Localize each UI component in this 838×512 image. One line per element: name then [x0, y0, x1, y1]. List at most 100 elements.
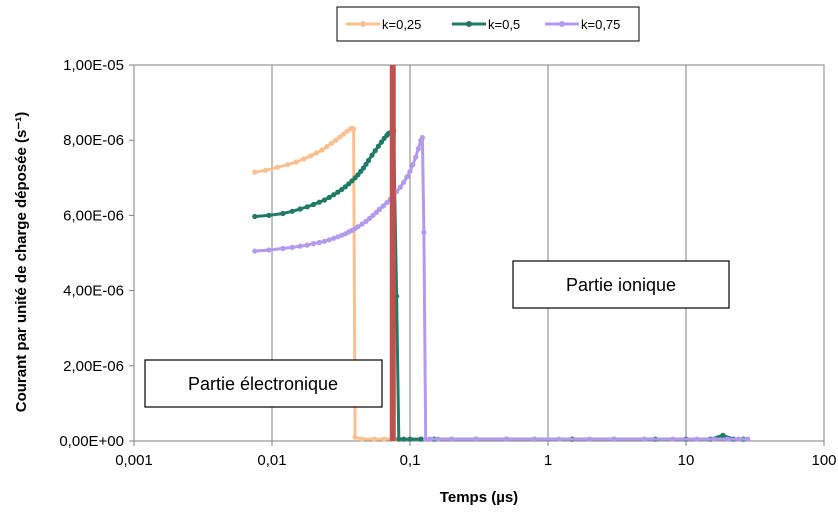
data-point: [326, 237, 332, 243]
data-point: [641, 436, 648, 442]
x-tick-label: 1: [544, 452, 552, 469]
legend-marker-3: [559, 21, 565, 27]
x-tick-label: 0,001: [115, 452, 153, 469]
data-point: [321, 238, 328, 244]
plot-area-frame: [133, 64, 825, 442]
data-point: [252, 169, 258, 175]
data-point: [360, 165, 367, 171]
data-point: [378, 139, 384, 145]
x-tick-label: 10: [678, 452, 695, 469]
data-point: [415, 145, 421, 152]
data-point: [473, 436, 479, 442]
data-point: [407, 168, 413, 174]
data-point: [735, 436, 742, 442]
x-tick-label: 0,1: [400, 452, 421, 469]
data-point: [611, 436, 617, 442]
annotation-electronic: Partie électronique: [144, 359, 383, 408]
data-point: [301, 156, 307, 162]
annotation-electronic-label: Partie électronique: [188, 374, 338, 394]
x-tick-label: 100: [811, 452, 836, 469]
data-point: [371, 436, 377, 442]
data-point: [342, 184, 348, 190]
data-point: [384, 200, 390, 206]
data-point: [419, 135, 425, 141]
data-point: [670, 436, 676, 442]
data-point: [427, 436, 433, 442]
legend-label-2: k=0,5: [488, 17, 520, 32]
data-point: [556, 436, 562, 442]
y-tick-label: 8,00E-06: [63, 132, 124, 149]
data-point: [252, 213, 258, 220]
legend: k=0,25 k=0,5 k=0,75: [336, 6, 640, 42]
data-point: [335, 234, 341, 240]
data-point: [266, 212, 272, 218]
y-tick-label: 1,00E-05: [63, 57, 124, 74]
data-point: [401, 179, 407, 185]
data-point: [359, 221, 365, 227]
data-point: [316, 239, 322, 246]
data-point: [365, 157, 372, 164]
data-point: [297, 206, 303, 212]
data-point: [310, 241, 317, 247]
y-axis-title: Courant par unité de charge déposée (s⁻¹…: [13, 112, 30, 412]
data-point: [316, 199, 322, 205]
data-point: [351, 126, 357, 132]
data-point: [280, 210, 286, 217]
data-point: [381, 436, 387, 442]
data-point: [285, 162, 291, 168]
data-point: [380, 203, 386, 209]
annotation-ionic: Partie ionique: [512, 260, 730, 309]
annotation-electronic-box: [144, 359, 383, 408]
data-point: [328, 140, 335, 146]
y-tick-label: 6,00E-06: [63, 207, 124, 224]
data-point: [694, 436, 700, 442]
data-point: [711, 436, 717, 442]
data-point: [359, 436, 365, 442]
data-point: [375, 143, 381, 149]
data-point: [369, 152, 375, 158]
data-point: [275, 164, 281, 170]
data-point: [745, 436, 751, 442]
data-point: [304, 242, 310, 248]
data-point: [397, 184, 403, 190]
data-point: [310, 201, 317, 208]
data-point: [532, 436, 538, 442]
data-point: [307, 153, 314, 159]
data-point: [367, 215, 373, 221]
data-point: [352, 434, 358, 440]
annotation-ionic-box: [512, 260, 730, 309]
data-point: [326, 194, 332, 200]
data-point: [355, 224, 361, 230]
legend-label-1: k=0,25: [382, 17, 421, 32]
data-point: [413, 154, 419, 160]
data-point: [252, 248, 258, 254]
y-tick-label: 2,00E-06: [63, 358, 124, 375]
data-point: [266, 247, 272, 253]
y-tick-label: 4,00E-06: [63, 283, 124, 300]
data-point: [313, 150, 320, 156]
legend-box: [336, 6, 640, 42]
data-point: [337, 134, 343, 140]
data-point: [423, 436, 429, 442]
legend-item-2: k=0,5: [452, 17, 520, 32]
data-point: [396, 436, 402, 442]
data-point: [418, 436, 424, 442]
data-point: [263, 167, 269, 173]
data-point: [280, 245, 286, 252]
data-point: [363, 161, 369, 167]
data-point: [339, 186, 345, 193]
data-point: [297, 243, 303, 249]
data-point: [333, 137, 339, 143]
legend-label-3: k=0,75: [581, 17, 620, 32]
data-point: [321, 197, 328, 203]
data-point: [319, 147, 325, 153]
data-point: [724, 436, 731, 442]
data-point: [407, 436, 413, 442]
x-tick-label: 0,01: [257, 452, 286, 469]
annotation-ionic-label: Partie ionique: [566, 275, 676, 295]
legend-item-1: k=0,25: [346, 17, 421, 32]
data-point: [376, 206, 382, 212]
data-point: [304, 204, 310, 210]
data-point: [586, 436, 593, 442]
